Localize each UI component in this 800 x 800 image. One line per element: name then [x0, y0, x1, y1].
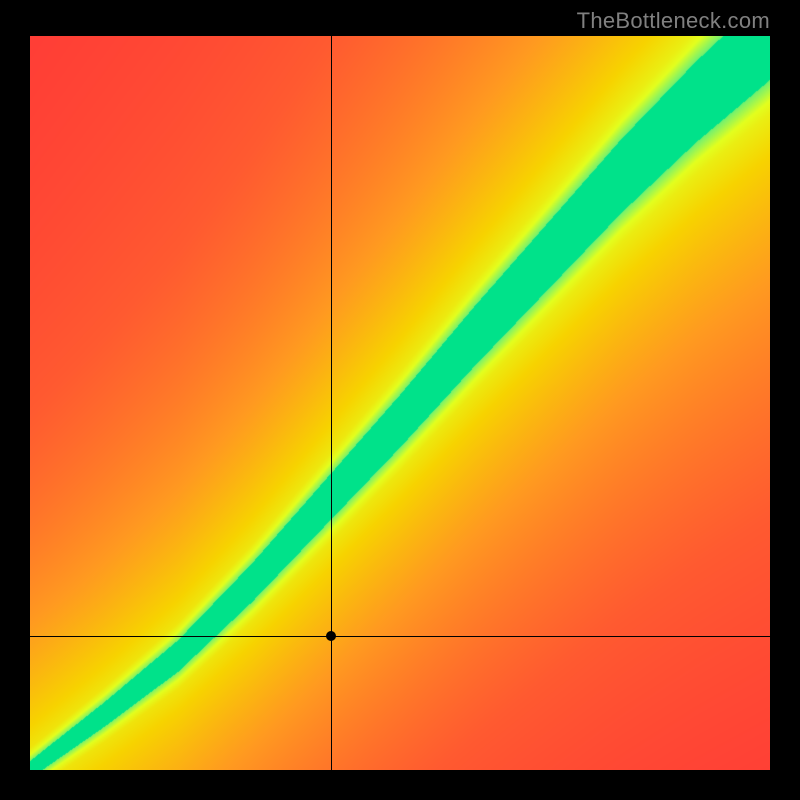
chart-frame: TheBottleneck.com — [0, 0, 800, 800]
watermark-text: TheBottleneck.com — [577, 8, 770, 34]
crosshair-vertical — [331, 36, 332, 770]
crosshair-horizontal — [30, 636, 770, 637]
heatmap-canvas — [30, 36, 770, 770]
heatmap-plot — [30, 36, 770, 770]
crosshair-marker — [326, 631, 336, 641]
